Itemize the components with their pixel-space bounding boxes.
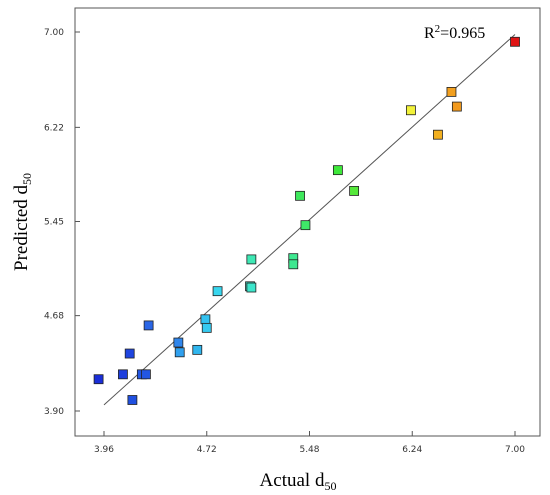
- x-axis-title-sub: 50: [324, 479, 336, 493]
- data-point: [349, 186, 360, 196]
- r-squared-value: =0.965: [440, 25, 485, 42]
- data-point: [332, 165, 343, 176]
- x-tick-label: 7.00: [505, 445, 525, 455]
- x-axis-title-main: Actual d: [260, 470, 325, 491]
- y-axis-ticks: 3.90 4.68 5.45 6.22 7.00: [44, 28, 80, 417]
- data-point: [288, 259, 299, 270]
- y-tick-label: 5.45: [44, 218, 64, 228]
- data-point: [192, 344, 203, 355]
- x-tick-label: 3.96: [94, 445, 114, 455]
- y-tick-label: 4.68: [44, 312, 64, 322]
- data-point: [200, 314, 211, 325]
- y-tick-label: 3.90: [44, 407, 64, 417]
- data-point: [300, 220, 311, 231]
- x-axis-ticks: 3.96 4.72 5.48 6.24 7.00: [94, 431, 525, 455]
- data-point: [201, 322, 212, 333]
- y-axis-title-main: Predicted d: [11, 185, 32, 272]
- data-point: [212, 286, 223, 297]
- x-tick-label: 4.72: [197, 445, 217, 455]
- y-tick-label: 6.22: [44, 123, 64, 133]
- data-point: [433, 129, 443, 140]
- r-squared-label: R: [424, 25, 435, 42]
- x-tick-label: 5.48: [299, 445, 319, 455]
- data-point: [246, 282, 257, 293]
- data-point: [451, 101, 462, 112]
- data-points: [93, 36, 520, 405]
- x-tick-label: 6.24: [402, 445, 422, 455]
- data-point: [141, 369, 151, 380]
- r-squared-annotation: R2=0.965: [424, 23, 485, 42]
- data-point: [93, 374, 104, 385]
- y-axis-title: Predicted d50: [11, 173, 34, 271]
- data-point: [173, 337, 184, 348]
- data-point: [405, 105, 416, 116]
- data-point: [446, 87, 457, 97]
- data-point: [295, 190, 305, 201]
- data-point: [127, 395, 138, 405]
- data-point: [118, 369, 128, 380]
- x-axis-title: Actual d50: [260, 470, 337, 493]
- fit-line: [103, 34, 516, 406]
- data-point: [143, 320, 154, 331]
- data-point: [246, 254, 257, 265]
- data-point: [510, 36, 520, 47]
- r-squared-sup: 2: [435, 23, 441, 35]
- y-axis-title-sub: 50: [20, 173, 34, 185]
- data-point: [124, 348, 135, 359]
- data-point: [174, 347, 185, 358]
- y-tick-label: 7.00: [44, 28, 64, 38]
